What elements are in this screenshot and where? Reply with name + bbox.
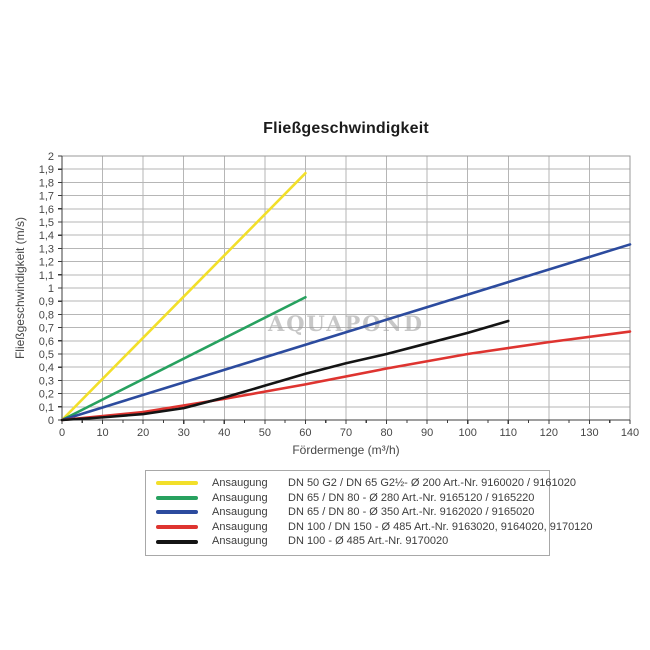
svg-text:0,6: 0,6 (39, 336, 54, 348)
svg-text:0,4: 0,4 (39, 362, 54, 374)
x-axis-title: Fördermenge (m³/h) (292, 443, 400, 457)
legend-description: DN 100 - Ø 485 Art.-Nr. 9170020 (288, 535, 449, 548)
svg-text:0: 0 (59, 427, 65, 439)
legend-description: DN 100 / DN 150 - Ø 485 Art.-Nr. 9163020… (288, 520, 593, 533)
svg-text:30: 30 (178, 427, 190, 439)
svg-text:1,7: 1,7 (39, 191, 54, 203)
legend-swatch-blue (156, 510, 198, 515)
series-line-1 (60, 295, 307, 422)
legend-label: Ansaugung (212, 535, 268, 548)
y-tick-labels: 00,10,20,30,40,50,60,70,80,911,11,21,31,… (39, 151, 54, 427)
legend-label: Ansaugung (212, 477, 268, 489)
legend-label: Ansaugung (212, 506, 268, 519)
svg-text:70: 70 (340, 427, 352, 439)
gridlines (61, 155, 631, 421)
svg-text:0,3: 0,3 (39, 375, 54, 387)
legend-description: DN 50 G2 / DN 65 G2½- Ø 200 Art.-Nr. 916… (288, 477, 576, 489)
legend-swatch-yellow (156, 481, 198, 486)
y-axis-title: Fließgeschwindigkeit (m/s) (13, 216, 27, 360)
svg-text:1,9: 1,9 (39, 164, 54, 176)
svg-text:40: 40 (218, 427, 230, 439)
legend-label: Ansaugung (212, 520, 268, 533)
series-line-4 (60, 319, 510, 422)
svg-text:20: 20 (137, 427, 149, 439)
legend-label: Ansaugung (212, 491, 268, 504)
legend-row-yellow: Ansaugung DN 50 G2 / DN 65 G2½- Ø 200 Ar… (156, 476, 576, 491)
series-line-3 (60, 330, 632, 422)
legend-description: DN 65 / DN 80 - Ø 350 Art.-Nr. 9162020 /… (288, 506, 535, 519)
legend-swatch-red (156, 525, 198, 530)
svg-text:0,2: 0,2 (39, 389, 54, 401)
svg-text:0,7: 0,7 (39, 323, 54, 335)
chart-title: Fließgeschwindigkeit (263, 120, 429, 137)
svg-text:1,3: 1,3 (39, 243, 54, 255)
x-tick-labels: 0 10 20 30 40 50 60 70 80 90 100 110 120 130 140 (59, 427, 639, 439)
svg-text:0,9: 0,9 (39, 296, 54, 308)
svg-text:1: 1 (48, 283, 54, 295)
svg-text:110: 110 (500, 427, 518, 439)
series-line-2 (60, 243, 632, 422)
svg-text:0,8: 0,8 (39, 309, 54, 321)
svg-text:1,8: 1,8 (39, 177, 54, 189)
svg-text:0: 0 (48, 415, 54, 427)
svg-text:140: 140 (621, 427, 639, 439)
legend-swatch-black (156, 539, 198, 544)
svg-text:60: 60 (299, 427, 311, 439)
axes (58, 155, 631, 424)
svg-text:90: 90 (421, 427, 433, 439)
series-line-0 (60, 171, 307, 422)
svg-text:1,2: 1,2 (39, 257, 54, 269)
svg-text:100: 100 (459, 427, 477, 439)
svg-text:0,1: 0,1 (39, 402, 54, 414)
legend-row-blue: Ansaugung DN 65 / DN 80 - Ø 350 Art.-Nr.… (156, 505, 541, 520)
svg-text:10: 10 (96, 427, 108, 439)
legend-row-red: Ansaugung DN 100 / DN 150 - Ø 485 Art.-N… (156, 520, 593, 535)
svg-text:1,4: 1,4 (39, 230, 54, 242)
legend-swatch-green (156, 495, 198, 500)
svg-text:1,1: 1,1 (39, 270, 54, 282)
svg-text:120: 120 (540, 427, 558, 439)
svg-text:130: 130 (580, 427, 598, 439)
legend-row-green: Ansaugung DN 65 / DN 80 - Ø 280 Art.-Nr.… (156, 491, 541, 506)
svg-text:2: 2 (48, 151, 54, 163)
svg-text:80: 80 (380, 427, 392, 439)
legend-row-black: Ansaugung DN 100 - Ø 485 Art.-Nr. 917002… (156, 534, 541, 549)
legend-description: DN 65 / DN 80 - Ø 280 Art.-Nr. 9165120 /… (288, 491, 535, 504)
svg-text:0,5: 0,5 (39, 349, 54, 361)
legend: Ansaugung DN 50 G2 / DN 65 G2½- Ø 200 Ar… (145, 470, 593, 556)
svg-text:50: 50 (259, 427, 271, 439)
svg-text:1,5: 1,5 (39, 217, 54, 229)
svg-text:1,6: 1,6 (39, 204, 54, 216)
